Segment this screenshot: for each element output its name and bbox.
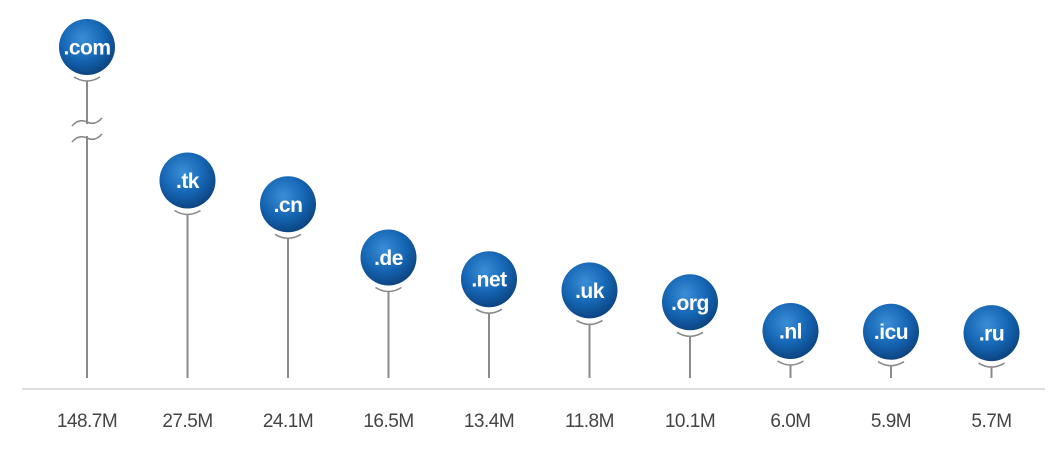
stem-cap-uk xyxy=(576,319,603,326)
category-label-cn: .cn xyxy=(274,194,303,217)
value-label-org: 10.1M xyxy=(665,411,715,432)
stem-cap-net xyxy=(475,308,503,314)
category-label-org: .org xyxy=(671,292,709,315)
stem-cap-com xyxy=(73,76,101,82)
chart-marks: .com 148.7M .tk 27.5M .cn 24.1M .de 16.5M .net 13… xyxy=(57,19,1020,432)
category-label-nl: .nl xyxy=(779,321,802,344)
lollipop-nl: .nl 6.0M xyxy=(762,303,819,432)
lollipop-tk: .tk 27.5M xyxy=(159,152,216,432)
lollipop-net: .net 13.4M xyxy=(461,251,517,432)
stem-cap-de xyxy=(375,286,402,293)
ball-nl xyxy=(762,303,819,359)
category-label-tk: .tk xyxy=(176,170,200,193)
category-label-icu: .icu xyxy=(874,321,908,344)
stem-cap-cn xyxy=(274,233,302,240)
axis-break-gap xyxy=(84,124,90,136)
category-label-de: .de xyxy=(374,247,403,270)
value-label-tk: 27.5M xyxy=(162,411,212,432)
ball-icu xyxy=(863,303,919,360)
stem-cap-icu xyxy=(877,361,905,367)
ball-org xyxy=(662,274,718,331)
value-label-ru: 5.7M xyxy=(971,411,1011,432)
ball-ru xyxy=(963,305,1020,362)
ball-uk xyxy=(561,262,618,319)
ball-cn xyxy=(260,176,316,233)
category-label-ru: .ru xyxy=(979,323,1004,346)
lollipop-org: .org 10.1M xyxy=(662,274,718,432)
lollipop-cn: .cn 24.1M xyxy=(260,176,316,432)
stem-cap-tk xyxy=(174,209,201,216)
value-label-de: 16.5M xyxy=(363,411,413,432)
value-label-icu: 5.9M xyxy=(871,411,911,432)
lollipop-uk: .uk 11.8M xyxy=(561,262,618,432)
ball-com xyxy=(59,19,115,75)
ball-net xyxy=(461,251,517,308)
category-label-uk: .uk xyxy=(575,280,605,303)
category-label-net: .net xyxy=(471,269,507,292)
stem-cap-org xyxy=(676,331,704,338)
axis-break-mark-2 xyxy=(71,133,103,143)
value-label-nl: 6.0M xyxy=(770,411,810,432)
value-label-net: 13.4M xyxy=(464,411,514,432)
category-label-com: .com xyxy=(63,37,110,60)
lollipop-de: .de 16.5M xyxy=(360,229,417,432)
ball-tk xyxy=(159,152,216,209)
ball-de xyxy=(360,229,417,286)
lollipop-ru: .ru 5.7M xyxy=(963,305,1020,432)
lollipop-icu: .icu 5.9M xyxy=(863,303,919,432)
stem-cap-nl xyxy=(777,360,804,366)
value-label-com: 148.7M xyxy=(57,411,117,432)
axis-break-mark-1 xyxy=(71,117,103,127)
value-label-cn: 24.1M xyxy=(263,411,313,432)
value-label-uk: 11.8M xyxy=(565,411,614,432)
stem-cap-ru xyxy=(978,362,1005,368)
lollipop-com: .com 148.7M xyxy=(57,19,118,432)
